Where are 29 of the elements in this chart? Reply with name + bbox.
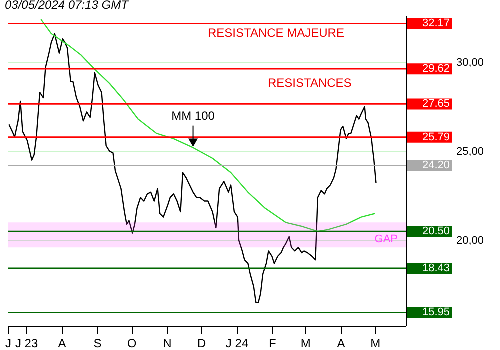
ref-line-label: 32.17: [422, 18, 450, 30]
x-tick-label: A: [58, 336, 66, 350]
line-series: [40, 18, 376, 232]
annotation: RESISTANCE MAJEURE: [208, 26, 344, 40]
x-tick-label: F: [269, 336, 276, 350]
ref-line-label: 27.65: [422, 98, 450, 110]
x-tick-label: M: [300, 336, 311, 350]
ref-line-label: 24.20: [422, 160, 450, 172]
x-tick-label: D: [197, 336, 206, 350]
x-tick-label: N: [163, 336, 172, 350]
x-tick-label: S: [94, 336, 102, 350]
annotation: RESISTANCES: [268, 76, 352, 90]
ref-line-label: 29.62: [422, 63, 450, 76]
annotation: MM 100: [172, 108, 216, 123]
band-label: GAP: [374, 234, 398, 246]
ref-line-label: 15.95: [422, 306, 450, 319]
y-tick-label: 20,00: [456, 234, 484, 247]
ref-line-label: 25.79: [422, 131, 450, 144]
x-tick-label: J 24: [226, 336, 249, 350]
x-tick-label: J: [6, 336, 12, 350]
ref-line-label: 20.50: [422, 226, 450, 238]
x-tick-label: J 23: [15, 336, 38, 350]
chart-title: 03/05/2024 07:13 GMT: [5, 0, 130, 12]
y-tick-label: 25,00: [456, 146, 484, 158]
ref-line-label: 18.43: [422, 262, 450, 274]
x-tick-label: A: [337, 336, 346, 350]
x-tick-label: M: [370, 336, 381, 350]
y-tick-label: 30,00: [456, 56, 484, 69]
x-tick-label: O: [127, 336, 137, 350]
